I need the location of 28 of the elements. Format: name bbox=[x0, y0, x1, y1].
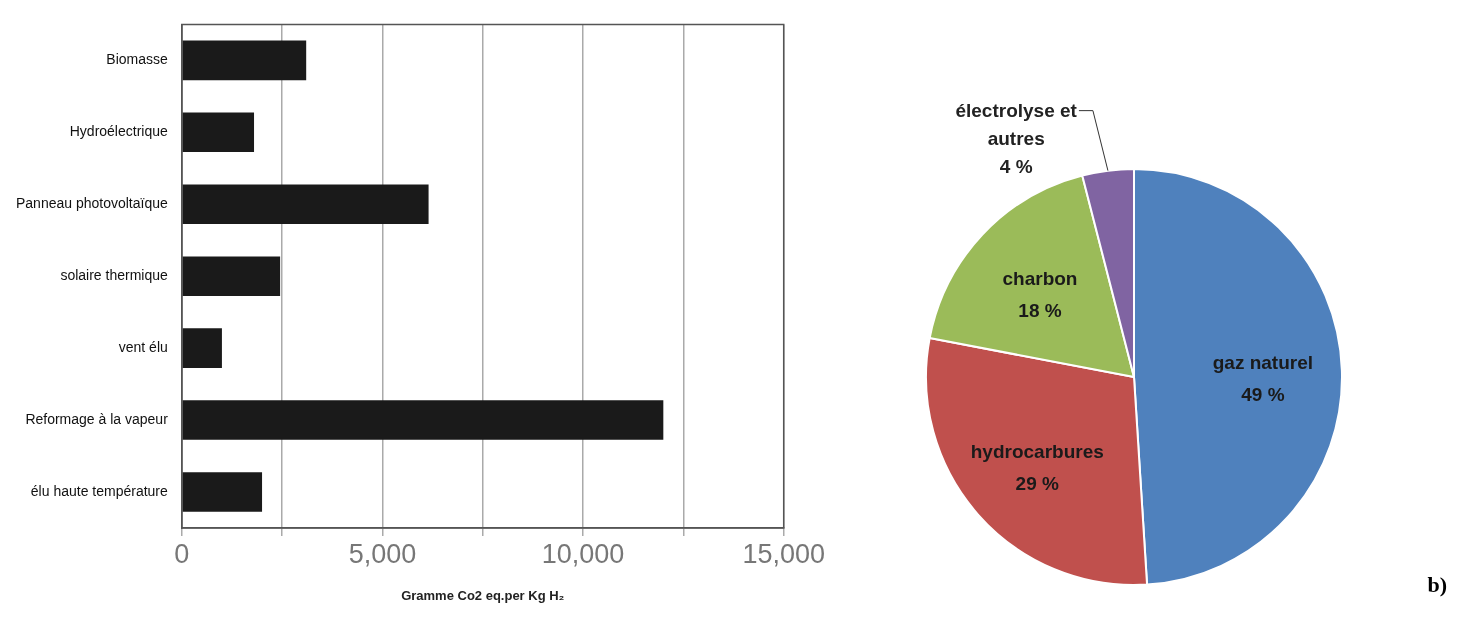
slice-label: électrolyse et autres bbox=[955, 99, 1078, 149]
bar bbox=[182, 472, 263, 512]
bar bbox=[182, 400, 664, 440]
y-tick-label: solaire thermique bbox=[60, 267, 169, 284]
bar bbox=[182, 184, 429, 225]
bar bbox=[182, 40, 307, 81]
bar bbox=[182, 328, 222, 368]
y-tick-label: élu haute température bbox=[30, 482, 169, 499]
x-tick-label: 5,000 bbox=[348, 538, 417, 569]
y-tick-label: Panneau photovoltaïque bbox=[15, 195, 168, 212]
y-tick-label: Reformage à la vapeur bbox=[25, 410, 169, 427]
bar bbox=[182, 112, 255, 153]
data-label: 49 % bbox=[1241, 383, 1285, 405]
y-tick-label: Biomasse bbox=[106, 51, 169, 68]
y-tick-label: Hydroélectrique bbox=[69, 123, 168, 140]
data-label: 4 % bbox=[999, 155, 1033, 177]
data-label: 18 % bbox=[1018, 299, 1062, 321]
x-tick-label: 0 bbox=[174, 538, 190, 569]
bar bbox=[182, 256, 281, 296]
y-tick-label: vent élu bbox=[118, 339, 168, 355]
slice-label: charbon bbox=[1002, 267, 1078, 289]
slice-label: hydrocarbures bbox=[970, 441, 1104, 463]
slice-label: gaz naturel bbox=[1212, 351, 1314, 373]
data-label: 29 % bbox=[1015, 473, 1060, 495]
x-tick-label: 15,000 bbox=[742, 538, 826, 569]
text: b) bbox=[1427, 572, 1447, 598]
x-tick-label: 10,000 bbox=[541, 538, 625, 569]
x-axis-title: Gramme Co2 eq.per Kg H₂ bbox=[401, 587, 565, 603]
